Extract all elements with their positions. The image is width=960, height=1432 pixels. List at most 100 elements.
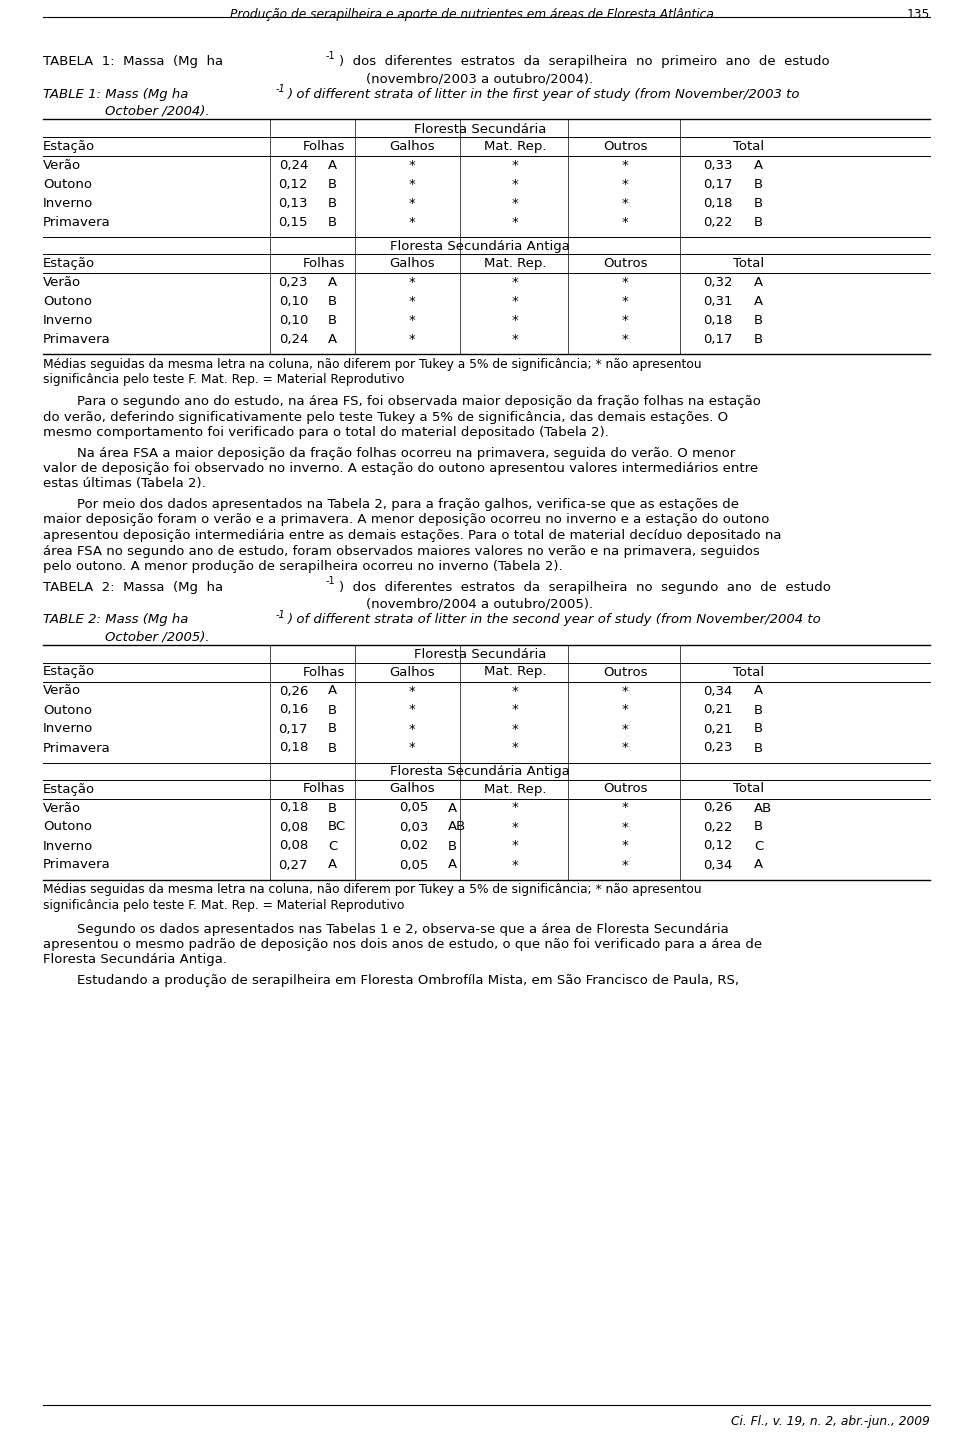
Text: Por meio dos dados apresentados na Tabela 2, para a fração galhos, verifica-se q: Por meio dos dados apresentados na Tabel… — [43, 498, 739, 511]
Text: (novembro/2003 a outubro/2004).: (novembro/2003 a outubro/2004). — [367, 72, 593, 84]
Text: Floresta Secundária: Floresta Secundária — [414, 123, 546, 136]
Text: 0,32: 0,32 — [704, 276, 733, 289]
Text: 0,22: 0,22 — [704, 821, 733, 833]
Text: Total: Total — [733, 140, 764, 153]
Text: Primavera: Primavera — [43, 859, 110, 872]
Text: B: B — [448, 839, 457, 852]
Text: Verão: Verão — [43, 159, 82, 172]
Text: )  dos  diferentes  estratos  da  serapilheira  no  segundo  ano  de  estudo: ) dos diferentes estratos da serapilheir… — [339, 580, 830, 593]
Text: *: * — [622, 859, 629, 872]
Text: Floresta Secundária Antiga.: Floresta Secundária Antiga. — [43, 954, 227, 967]
Text: *: * — [512, 821, 518, 833]
Text: *: * — [409, 216, 416, 229]
Text: Outono: Outono — [43, 295, 92, 308]
Text: Outros: Outros — [603, 666, 647, 679]
Text: 0,12: 0,12 — [278, 178, 308, 190]
Text: *: * — [622, 802, 629, 815]
Text: A: A — [328, 684, 337, 697]
Text: Estação: Estação — [43, 666, 95, 679]
Text: *: * — [512, 198, 518, 211]
Text: Segundo os dados apresentados nas Tabelas 1 e 2, observa-se que a área de Flores: Segundo os dados apresentados nas Tabela… — [43, 922, 729, 935]
Text: Médias seguidas da mesma letra na coluna, não diferem por Tukey a 5% de signific: Médias seguidas da mesma letra na coluna… — [43, 358, 702, 371]
Text: Médias seguidas da mesma letra na coluna, não diferem por Tukey a 5% de signific: Médias seguidas da mesma letra na coluna… — [43, 884, 702, 896]
Text: A: A — [328, 276, 337, 289]
Text: B: B — [328, 295, 337, 308]
Text: *: * — [409, 742, 416, 755]
Text: B: B — [754, 742, 763, 755]
Text: Primavera: Primavera — [43, 742, 110, 755]
Text: B: B — [328, 314, 337, 326]
Text: 0,18: 0,18 — [278, 802, 308, 815]
Text: *: * — [512, 703, 518, 716]
Text: Estação: Estação — [43, 140, 95, 153]
Text: 0,02: 0,02 — [398, 839, 428, 852]
Text: Folhas: Folhas — [302, 666, 346, 679]
Text: Folhas: Folhas — [302, 140, 346, 153]
Text: B: B — [328, 742, 337, 755]
Text: 0,13: 0,13 — [278, 198, 308, 211]
Text: -1: -1 — [326, 577, 336, 587]
Text: Produção de serapilheira e aporte de nutrientes em áreas de Floresta Atlântica .: Produção de serapilheira e aporte de nut… — [230, 9, 730, 21]
Text: 0,12: 0,12 — [704, 839, 733, 852]
Text: B: B — [754, 178, 763, 190]
Text: 0,26: 0,26 — [278, 684, 308, 697]
Text: 0,21: 0,21 — [704, 723, 733, 736]
Text: *: * — [622, 159, 629, 172]
Text: Galhos: Galhos — [389, 256, 435, 271]
Text: B: B — [754, 703, 763, 716]
Text: *: * — [622, 198, 629, 211]
Text: Galhos: Galhos — [389, 782, 435, 796]
Text: *: * — [512, 742, 518, 755]
Text: *: * — [512, 802, 518, 815]
Text: 0,05: 0,05 — [398, 859, 428, 872]
Text: B: B — [328, 216, 337, 229]
Text: *: * — [512, 859, 518, 872]
Text: 0,17: 0,17 — [278, 723, 308, 736]
Text: apresentou o mesmo padrão de deposição nos dois anos de estudo, o que não foi ve: apresentou o mesmo padrão de deposição n… — [43, 938, 762, 951]
Text: -1: -1 — [326, 52, 336, 62]
Text: do verão, deferindo significativamente pelo teste Tukey a 5% de significância, d: do verão, deferindo significativamente p… — [43, 411, 728, 424]
Text: Folhas: Folhas — [302, 782, 346, 796]
Text: 0,08: 0,08 — [278, 839, 308, 852]
Text: Inverno: Inverno — [43, 839, 93, 852]
Text: A: A — [754, 859, 763, 872]
Text: 0,17: 0,17 — [704, 334, 733, 347]
Text: A: A — [448, 859, 457, 872]
Text: 0,34: 0,34 — [704, 859, 733, 872]
Text: Outros: Outros — [603, 782, 647, 796]
Text: AB: AB — [754, 802, 772, 815]
Text: 0,34: 0,34 — [704, 684, 733, 697]
Text: B: B — [754, 723, 763, 736]
Text: A: A — [328, 159, 337, 172]
Text: A: A — [754, 295, 763, 308]
Text: Primavera: Primavera — [43, 216, 110, 229]
Text: TABELA  1:  Massa  (Mg  ha: TABELA 1: Massa (Mg ha — [43, 54, 223, 67]
Text: *: * — [622, 295, 629, 308]
Text: C: C — [328, 839, 337, 852]
Text: *: * — [512, 276, 518, 289]
Text: TABLE 1: Mass (Mg ha: TABLE 1: Mass (Mg ha — [43, 87, 188, 102]
Text: Folhas: Folhas — [302, 256, 346, 271]
Text: B: B — [754, 821, 763, 833]
Text: Verão: Verão — [43, 802, 82, 815]
Text: 0,10: 0,10 — [278, 295, 308, 308]
Text: Ci. Fl., v. 19, n. 2, abr.-jun., 2009: Ci. Fl., v. 19, n. 2, abr.-jun., 2009 — [732, 1415, 930, 1428]
Text: *: * — [622, 703, 629, 716]
Text: Outono: Outono — [43, 821, 92, 833]
Text: Galhos: Galhos — [389, 666, 435, 679]
Text: Outono: Outono — [43, 178, 92, 190]
Text: 0,18: 0,18 — [278, 742, 308, 755]
Text: Inverno: Inverno — [43, 198, 93, 211]
Text: -1: -1 — [276, 610, 286, 620]
Text: B: B — [328, 178, 337, 190]
Text: -1: -1 — [276, 84, 286, 95]
Text: (novembro/2004 a outubro/2005).: (novembro/2004 a outubro/2005). — [367, 597, 593, 610]
Text: significância pelo teste F. Mat. Rep. = Material Reprodutivo: significância pelo teste F. Mat. Rep. = … — [43, 374, 404, 387]
Text: *: * — [512, 216, 518, 229]
Text: Total: Total — [733, 782, 764, 796]
Text: 0,03: 0,03 — [398, 821, 428, 833]
Text: 0,26: 0,26 — [704, 802, 733, 815]
Text: *: * — [512, 334, 518, 347]
Text: B: B — [328, 723, 337, 736]
Text: 0,21: 0,21 — [704, 703, 733, 716]
